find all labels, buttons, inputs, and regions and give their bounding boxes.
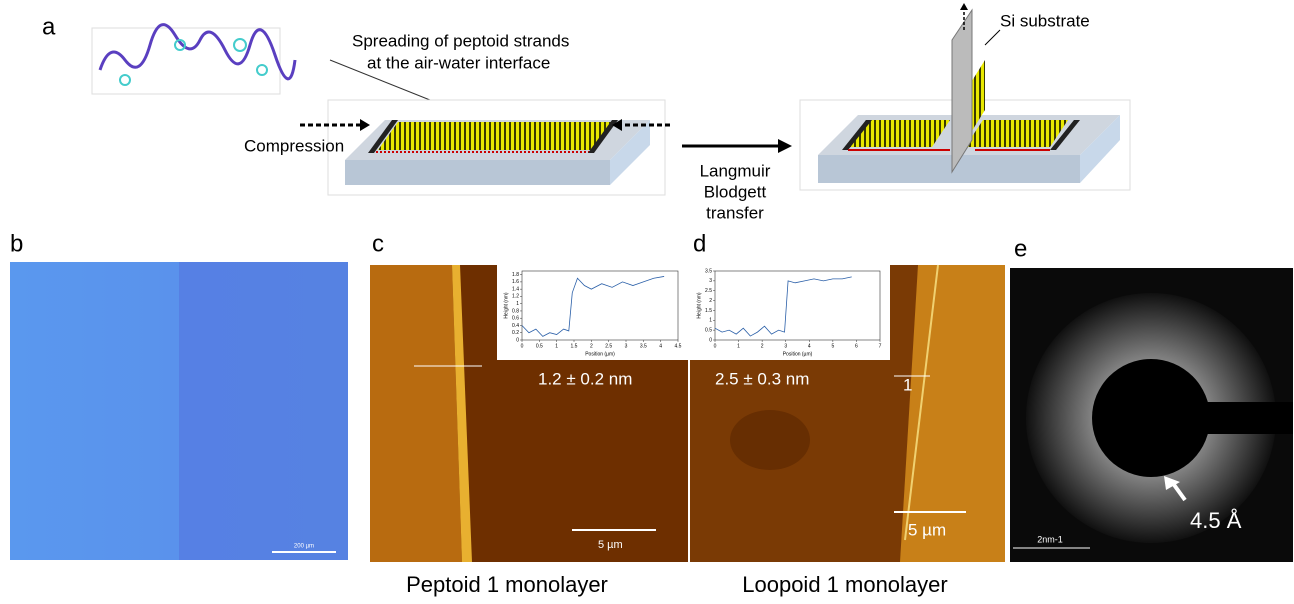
x-tick-label: 1 bbox=[555, 343, 558, 349]
scale-bar-label: 5 µm bbox=[908, 520, 946, 539]
trough-left bbox=[328, 100, 665, 195]
panel-label: c bbox=[372, 230, 384, 257]
y-tick-label: 1.2 bbox=[512, 294, 519, 300]
substrate-label: Si substrate bbox=[1000, 11, 1090, 30]
height-label: 1.2 ± 0.2 nm bbox=[538, 369, 632, 388]
y-axis-label: Height (nm) bbox=[696, 292, 702, 318]
figure: a Spreading of peptoid strands at the ai… bbox=[0, 0, 1294, 599]
x-tick-label: 0 bbox=[714, 343, 717, 349]
x-tick-label: 4 bbox=[659, 343, 662, 349]
compression-label: Compression bbox=[244, 136, 344, 155]
x-tick-label: 1.5 bbox=[571, 343, 578, 349]
y-tick-label: 0.2 bbox=[512, 330, 519, 336]
y-tick-label: 1.4 bbox=[512, 286, 519, 292]
y-tick-label: 1.6 bbox=[512, 279, 519, 285]
x-tick-label: 2 bbox=[590, 343, 593, 349]
trough-right bbox=[800, 10, 1130, 190]
y-tick-label: 0.5 bbox=[705, 327, 712, 333]
transfer-label: transfer bbox=[706, 203, 764, 222]
x-tick-label: 5 bbox=[831, 343, 834, 349]
x-tick-label: 4 bbox=[808, 343, 811, 349]
x-tick-label: 0 bbox=[521, 343, 524, 349]
y-tick-label: 3.5 bbox=[705, 268, 712, 274]
scale-bar-label: 5 µm bbox=[598, 539, 623, 551]
x-tick-label: 7 bbox=[879, 343, 882, 349]
panel-label: e bbox=[1014, 235, 1027, 262]
y-tick-label: 1 bbox=[516, 301, 519, 307]
y-tick-label: 2.5 bbox=[705, 288, 712, 294]
x-tick-label: 3 bbox=[625, 343, 628, 349]
annotation: at the air-water interface bbox=[367, 53, 550, 72]
molecule bbox=[92, 25, 295, 94]
y-tick-label: 0.8 bbox=[512, 308, 519, 314]
y-axis-label: Height (nm) bbox=[503, 292, 509, 318]
x-axis-label: Position (µm) bbox=[585, 351, 615, 357]
scale-bar-label: 200 µm bbox=[294, 544, 314, 550]
panel-label: d bbox=[693, 230, 706, 257]
scale-bar-label: 2nm-1 bbox=[1037, 534, 1063, 544]
x-tick-label: 3.5 bbox=[640, 343, 647, 349]
panel-label: a bbox=[42, 13, 56, 40]
x-tick-label: 3 bbox=[784, 343, 787, 349]
inset-background bbox=[690, 265, 890, 360]
y-tick-label: 0 bbox=[709, 337, 712, 343]
x-tick-label: 6 bbox=[855, 343, 858, 349]
y-tick-label: 0.6 bbox=[512, 316, 519, 322]
x-tick-label: 1 bbox=[737, 343, 740, 349]
caption: Peptoid 1 monolayer bbox=[406, 572, 608, 597]
y-tick-label: 3 bbox=[709, 278, 712, 284]
annotation: Spreading of peptoid strands bbox=[352, 31, 569, 50]
y-tick-label: 2 bbox=[709, 298, 712, 304]
x-tick-label: 2 bbox=[761, 343, 764, 349]
y-tick-label: 0.4 bbox=[512, 323, 519, 329]
y-tick-label: 1.5 bbox=[705, 308, 712, 314]
height-label: 2.5 ± 0.3 nm bbox=[715, 369, 809, 388]
x-axis-label: Position (µm) bbox=[783, 351, 813, 357]
profile-label: 1 bbox=[903, 375, 912, 394]
optical-image bbox=[10, 262, 348, 560]
transfer-label: Langmuir bbox=[700, 161, 771, 180]
transfer-label: Blodgett bbox=[704, 182, 767, 201]
x-tick-label: 4.5 bbox=[675, 343, 682, 349]
x-tick-label: 0.5 bbox=[536, 343, 543, 349]
y-tick-label: 1.8 bbox=[512, 272, 519, 278]
x-tick-label: 2.5 bbox=[605, 343, 612, 349]
panel-label: b bbox=[10, 230, 23, 257]
spacing-label: 4.5 Å bbox=[1190, 508, 1242, 533]
y-tick-label: 1 bbox=[709, 318, 712, 324]
y-tick-label: 0 bbox=[516, 337, 519, 343]
caption: Loopoid 1 monolayer bbox=[742, 572, 947, 597]
